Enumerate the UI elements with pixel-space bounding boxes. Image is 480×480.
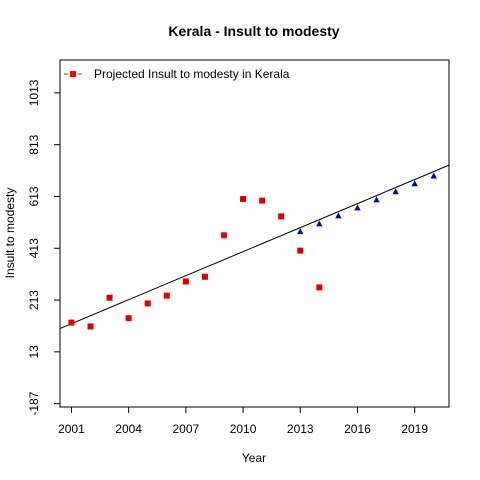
observed-point xyxy=(259,197,266,204)
observed-point xyxy=(68,319,75,326)
x-tick-label: 2007 xyxy=(173,422,200,436)
x-axis: 2001 2004 2007 2010 2013 2016 2019 xyxy=(58,407,428,436)
projected-point xyxy=(335,212,342,219)
legend-label: Projected Insult to modesty in Kerala xyxy=(94,67,290,81)
y-tick-label: -187 xyxy=(27,391,41,415)
observed-point xyxy=(87,323,94,330)
x-tick-label: 2001 xyxy=(58,422,85,436)
legend: Projected Insult to modesty in Kerala xyxy=(64,67,290,81)
observed-point xyxy=(144,300,151,307)
chart-title: Kerala - Insult to modesty xyxy=(168,23,339,39)
projected-point xyxy=(392,188,399,195)
y-tick-label: 813 xyxy=(27,134,41,154)
x-tick-label: 2016 xyxy=(344,422,371,436)
y-tick-label: 613 xyxy=(27,186,41,206)
projected-point xyxy=(316,220,323,227)
observed-point xyxy=(163,292,170,299)
observed-point xyxy=(316,284,323,291)
observed-point xyxy=(182,278,189,285)
trend-line xyxy=(59,164,450,329)
observed-point xyxy=(278,213,285,220)
observed-point xyxy=(220,232,227,239)
observed-point xyxy=(297,247,304,254)
projected-point xyxy=(297,228,304,235)
projected-point xyxy=(373,196,380,203)
trend-line-layer xyxy=(59,164,450,329)
x-tick-label: 2004 xyxy=(115,422,142,436)
y-axis: -187 13 213 413 613 813 1013 xyxy=(27,79,60,416)
x-tick-label: 2013 xyxy=(287,422,314,436)
projected-point xyxy=(354,204,361,211)
y-axis-label: Insult to modesty xyxy=(3,188,17,279)
observed-point xyxy=(125,315,132,322)
projected-point xyxy=(411,180,418,187)
observed-point xyxy=(106,294,113,301)
y-tick-label: 13 xyxy=(27,345,41,359)
y-tick-label: 413 xyxy=(27,238,41,258)
plot-frame xyxy=(59,59,450,408)
data-points-layer xyxy=(68,172,437,330)
projected-point xyxy=(430,172,437,179)
observed-point xyxy=(201,273,208,280)
observed-point xyxy=(240,196,247,203)
y-tick-label: 1013 xyxy=(27,79,41,106)
legend-marker xyxy=(70,71,76,77)
x-tick-label: 2010 xyxy=(230,422,257,436)
x-tick-label: 2019 xyxy=(401,422,428,436)
x-axis-label: Year xyxy=(242,451,266,465)
y-tick-label: 213 xyxy=(27,290,41,310)
